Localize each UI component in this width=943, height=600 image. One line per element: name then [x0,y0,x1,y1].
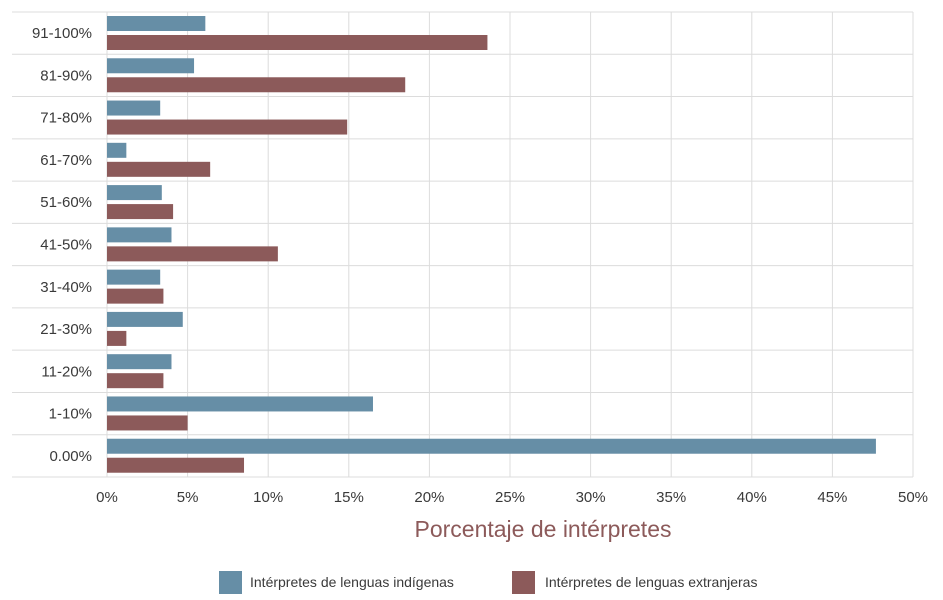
legend-swatch [512,571,535,594]
bar-series-2 [107,246,278,262]
x-tick-label: 45% [817,489,847,506]
bar-series-2 [107,457,245,473]
bar-series-1 [107,16,206,31]
bar-series-1 [107,142,127,158]
bar-series-2 [107,288,164,304]
bar-series-1 [107,354,172,370]
bar-series-1 [107,185,162,201]
category-labels: 91-100% 81-90% 71-80% 61-70% 51-60% 41-50% 31-… [32,25,92,465]
category-label: 11-20% [41,363,92,380]
category-label: 31-40% [40,279,92,296]
x-tick-label: 10% [253,489,283,506]
x-tick-labels: 0% 5% 10% 15% 20% 25% 30% 35% 40% 45% 50% [96,489,928,506]
bars [107,16,876,473]
bar-series-1 [107,269,161,285]
bar-series-1 [107,311,183,327]
category-label: 71-80% [40,110,92,127]
category-label: 51-60% [40,194,92,211]
bar-series-2 [107,35,488,50]
legend-swatch [219,571,242,594]
category-label: 91-100% [32,25,92,42]
x-tick-label: 25% [495,489,525,506]
x-tick-label: 40% [737,489,767,506]
legend-label: Intérpretes de lenguas extranjeras [545,574,757,590]
bar-series-1 [107,100,161,116]
x-tick-label: 5% [177,489,199,506]
bar-series-1 [107,438,876,454]
bar-series-2 [107,330,127,346]
bar-series-1 [107,58,195,74]
x-tick-label: 30% [576,489,606,506]
bar-series-1 [107,396,373,412]
bar-series-2 [107,373,164,389]
category-label: 1-10% [49,406,92,423]
category-label: 81-90% [40,67,92,84]
grid-lines [12,11,914,478]
x-axis-title: Porcentaje de intérpretes [415,516,672,542]
legend-label: Intérpretes de lenguas indígenas [250,574,454,590]
bar-series-2 [107,119,348,135]
bar-series-2 [107,204,174,220]
x-tick-label: 20% [414,489,444,506]
category-label: 21-30% [40,321,92,338]
bar-series-2 [107,415,188,431]
x-tick-label: 15% [334,489,364,506]
x-tick-label: 0% [96,489,118,506]
x-tick-label: 50% [898,489,928,506]
category-label: 61-70% [40,152,92,169]
x-tick-label: 35% [656,489,686,506]
legend: Intérpretes de lenguas indígenas Intérpre… [219,571,757,594]
category-label: 0.00% [49,448,92,465]
bar-series-1 [107,227,172,243]
category-label: 41-50% [40,237,92,254]
bar-series-2 [107,77,406,93]
bar-series-2 [107,161,211,177]
